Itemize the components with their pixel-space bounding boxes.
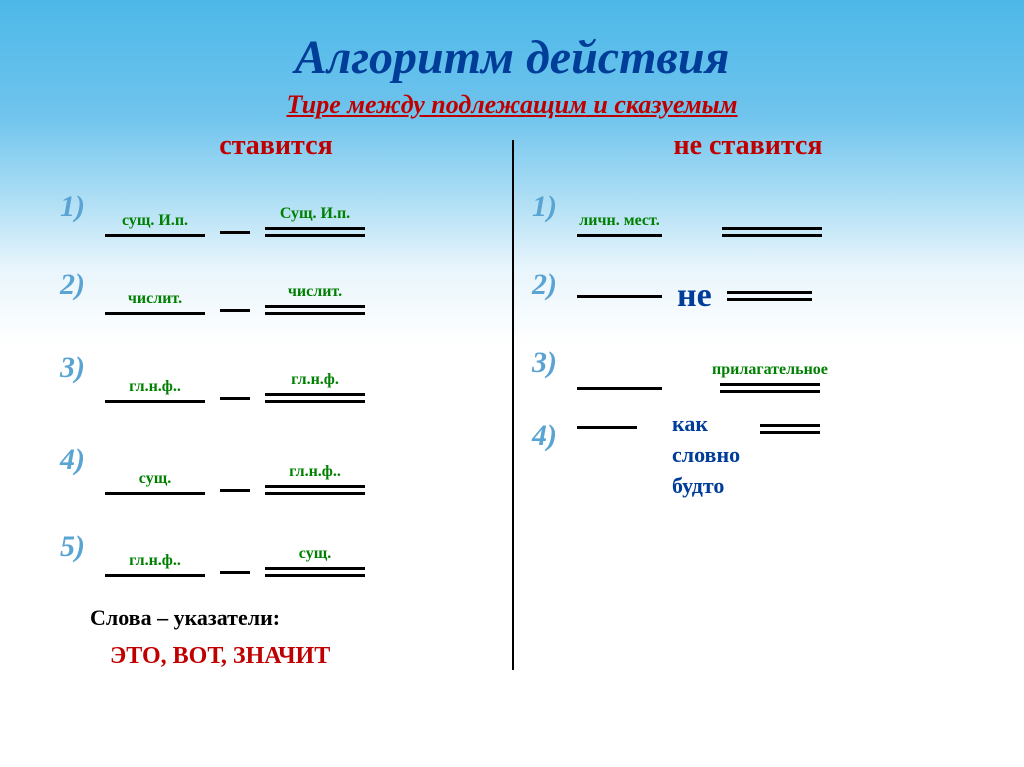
- row-num: 3): [532, 346, 577, 380]
- right-row-3: 3) прилагательное: [532, 333, 964, 393]
- word-item: будто: [672, 473, 740, 499]
- part-label: Сущ. И.п.: [280, 205, 350, 223]
- double-underline: [265, 485, 365, 495]
- main-title: Алгоритм действия: [0, 0, 1024, 85]
- single-underline: [105, 400, 205, 403]
- word-item: как: [672, 411, 740, 437]
- row-num: 2): [60, 268, 105, 302]
- single-underline: [105, 312, 205, 315]
- word-item: словно: [672, 442, 740, 468]
- row-num: 4): [532, 411, 577, 453]
- double-underline: [265, 227, 365, 237]
- row-num: 1): [60, 190, 105, 224]
- part-label: прилагательное: [712, 361, 828, 379]
- double-underline: [265, 305, 365, 315]
- dash: [220, 489, 250, 492]
- part-label: гл.н.ф.: [291, 371, 339, 389]
- single-underline: [577, 234, 662, 237]
- right-header: не ставится: [532, 130, 964, 162]
- double-underline: [722, 227, 822, 237]
- left-row-3: 3) гл.н.ф.. гл.н.ф.: [60, 333, 492, 403]
- dash: [220, 571, 250, 574]
- left-row-2: 2) числит. числит.: [60, 255, 492, 315]
- center-word: не: [677, 277, 712, 315]
- right-column: не ставится 1) личн. мест. 2) не: [512, 130, 984, 595]
- single-underline: [577, 295, 662, 298]
- right-row-2: 2) не: [532, 255, 964, 315]
- left-row-4: 4) сущ. гл.н.ф..: [60, 425, 492, 495]
- row-num: 1): [532, 190, 577, 224]
- left-row-1: 1) сущ. И.п. Сущ. И.п.: [60, 177, 492, 237]
- part-label: числит.: [288, 283, 342, 301]
- row-num: 2): [532, 268, 577, 302]
- footer-title: Слова – указатели:: [90, 605, 1024, 631]
- single-underline: [105, 492, 205, 495]
- dash: [220, 309, 250, 312]
- part-label: гл.н.ф..: [129, 552, 181, 570]
- dash: [220, 397, 250, 400]
- left-row-5: 5) гл.н.ф.. сущ.: [60, 517, 492, 577]
- single-underline: [577, 387, 662, 390]
- right-row-1: 1) личн. мест.: [532, 177, 964, 237]
- left-header: ставится: [60, 130, 492, 162]
- part-label: сущ.: [139, 470, 171, 488]
- double-underline: [727, 291, 812, 301]
- part-label: гл.н.ф..: [289, 463, 341, 481]
- dash: [220, 231, 250, 234]
- double-underline: [760, 424, 820, 434]
- content-columns: ставится 1) сущ. И.п. Сущ. И.п. 2) числи…: [0, 120, 1024, 595]
- left-column: ставится 1) сущ. И.п. Сущ. И.п. 2) числи…: [40, 130, 512, 595]
- double-underline: [265, 393, 365, 403]
- footer-words: ЭТО, ВОТ, ЗНАЧИТ: [90, 643, 1024, 670]
- double-underline: [265, 567, 365, 577]
- double-underline: [720, 383, 820, 393]
- row-num: 4): [60, 443, 105, 477]
- vertical-divider: [512, 140, 514, 670]
- single-underline: [105, 574, 205, 577]
- single-underline: [577, 426, 637, 429]
- part-label: числит.: [128, 290, 182, 308]
- part-label: сущ.: [299, 545, 331, 563]
- part-label: гл.н.ф..: [129, 378, 181, 396]
- subtitle: Тире между подлежащим и сказуемым: [0, 90, 1024, 120]
- right-row-4: 4) как словно будто: [532, 411, 964, 511]
- row-num: 3): [60, 351, 105, 385]
- single-underline: [105, 234, 205, 237]
- word-list: как словно будто: [657, 411, 740, 499]
- part-label: сущ. И.п.: [122, 212, 188, 230]
- row-num: 5): [60, 530, 105, 564]
- part-label: личн. мест.: [579, 212, 659, 230]
